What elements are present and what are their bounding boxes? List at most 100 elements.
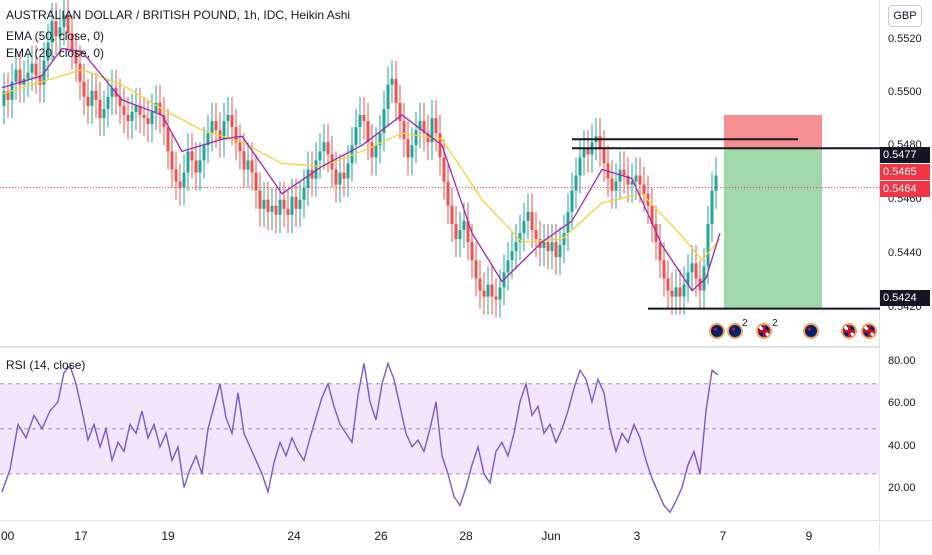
up-candle (50, 21, 54, 43)
up-candle (518, 233, 522, 243)
up-candle (150, 111, 154, 125)
up-candle (314, 160, 318, 179)
up-candle (350, 145, 354, 164)
up-candle (30, 63, 34, 73)
up-candle (338, 172, 342, 185)
down-candle (258, 190, 262, 209)
down-candle (398, 102, 402, 122)
up-candle (130, 111, 134, 122)
up-candle (558, 245, 562, 258)
up-candle (418, 121, 422, 131)
down-candle (362, 115, 366, 122)
down-candle (326, 142, 330, 155)
down-candle (70, 33, 74, 52)
chart-title: AUSTRALIAN DOLLAR / BRITISH POUND, 1h, I… (6, 8, 351, 22)
up-candle (110, 87, 114, 97)
up-candle (410, 145, 414, 158)
up-candle (690, 263, 694, 273)
down-candle (174, 169, 178, 182)
up-candle (270, 205, 274, 212)
down-candle (342, 172, 346, 179)
up-candle (26, 72, 30, 79)
up-candle (198, 160, 202, 173)
up-candle (578, 157, 582, 176)
ema50-legend[interactable]: EMA (50, close, 0) (6, 29, 105, 43)
up-candle (14, 69, 18, 82)
gb-flag-icon[interactable] (841, 323, 857, 339)
up-candle (714, 175, 718, 191)
up-candle (566, 211, 570, 234)
down-candle (554, 242, 558, 258)
down-candle (282, 199, 286, 209)
down-candle (602, 148, 606, 164)
currency-button[interactable]: GBP (888, 5, 922, 27)
up-candle (102, 108, 106, 119)
down-candle (442, 157, 446, 182)
up-candle (390, 78, 394, 85)
down-candle (434, 118, 438, 134)
down-candle (118, 96, 122, 106)
down-candle (54, 21, 58, 37)
up-candle (354, 127, 358, 146)
up-candle (386, 84, 390, 109)
up-candle (674, 287, 678, 297)
time-label: Jun (541, 529, 561, 543)
down-candle (190, 151, 194, 161)
down-candle (494, 296, 498, 300)
up-candle (550, 242, 554, 252)
gb-flag-icon[interactable] (861, 323, 877, 339)
down-candle (402, 121, 406, 140)
down-candle (166, 127, 170, 152)
rsi-tick: 60.00 (888, 397, 916, 409)
down-candle (18, 69, 22, 85)
down-candle (530, 211, 534, 230)
gb-flag-icon[interactable] (756, 323, 772, 339)
time-label: 17 (74, 529, 88, 543)
down-candle (234, 127, 238, 143)
event-count: 2 (742, 318, 748, 329)
rsi-legend[interactable]: RSI (14, close) (6, 358, 86, 372)
up-candle (278, 199, 282, 215)
up-candle (46, 42, 50, 61)
down-candle (214, 121, 218, 131)
down-candle (610, 178, 614, 191)
down-candle (482, 290, 486, 297)
down-candle (142, 115, 146, 119)
down-candle (242, 151, 246, 170)
down-candle (534, 230, 538, 240)
up-candle (374, 145, 378, 158)
up-candle (458, 230, 462, 240)
down-candle (194, 160, 198, 173)
time-label: 26 (374, 529, 388, 543)
up-candle (210, 121, 214, 134)
up-candle (462, 220, 466, 230)
up-candle (514, 242, 518, 252)
au-flag-icon[interactable] (727, 323, 743, 339)
up-candle (582, 148, 586, 158)
up-candle (202, 145, 206, 161)
up-candle (614, 181, 618, 191)
time-label: 9 (805, 529, 813, 543)
rsi-line (1, 361, 719, 514)
up-candle (414, 130, 418, 146)
down-candle (598, 136, 602, 149)
up-candle (562, 233, 566, 246)
up-candle (486, 284, 490, 297)
up-candle (378, 133, 382, 146)
up-candle (506, 260, 510, 273)
down-candle (158, 102, 162, 115)
up-candle (302, 187, 306, 200)
up-candle (106, 96, 110, 109)
take-profit-zone (724, 148, 822, 309)
down-candle (146, 118, 150, 125)
time-label: 24 (287, 529, 301, 543)
down-candle (78, 63, 82, 82)
right-axis-divider (879, 0, 880, 550)
up-candle (154, 102, 158, 112)
down-candle (98, 99, 102, 119)
au-flag-icon[interactable] (803, 323, 819, 339)
ema20-legend[interactable]: EMA (20, close, 0) (6, 46, 105, 60)
au-flag-icon[interactable] (709, 323, 725, 339)
